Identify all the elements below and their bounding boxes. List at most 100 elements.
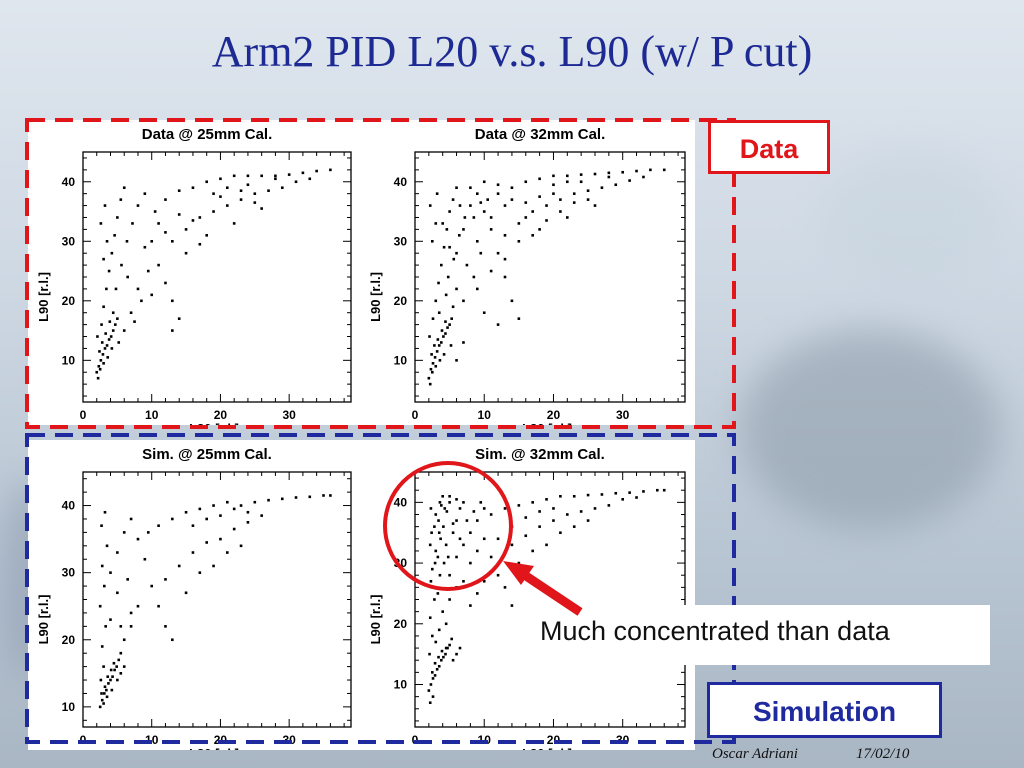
data-point (267, 189, 270, 192)
x-axis-label: L20 [r.l.] (189, 421, 239, 425)
data-point (150, 293, 154, 297)
x-tick-label: 0 (80, 733, 87, 747)
annotation-text: Much concentrated than data (540, 616, 890, 646)
data-point (476, 287, 479, 291)
data-point (662, 168, 666, 172)
data-point (476, 239, 479, 243)
data-point (219, 177, 222, 181)
x-tick-label: 10 (478, 408, 492, 422)
data-point (524, 534, 528, 538)
data-point (431, 677, 435, 680)
y-axis-label: L90 [r.l.] (368, 272, 383, 322)
data-point (103, 204, 107, 207)
background-shape (740, 330, 1000, 530)
data-point (436, 592, 440, 595)
data-point (476, 549, 479, 553)
chart-panel-sim-25mm: Sim. @ 25mm Cal. 0 10 20 30 10 20 30 40 L20 [r.l.… (28, 440, 365, 750)
scatter-chart-sim-32mm: Sim. @ 32mm Cal. 0 10 20 30 10 20 30 40 L20 [r.l.… (368, 446, 686, 750)
data-point (614, 183, 618, 187)
data-point (531, 501, 534, 504)
data-point (294, 496, 298, 499)
data-point (517, 317, 521, 320)
data-point (469, 204, 472, 207)
data-point (102, 702, 105, 705)
footer-author: Oscar Adriani (712, 746, 798, 762)
data-point (566, 174, 569, 178)
data-point (433, 356, 437, 359)
data-point (428, 543, 432, 547)
x-axis-label: L20 [r.l.] (522, 746, 572, 750)
data-point (429, 579, 433, 583)
data-point (517, 239, 521, 243)
data-point (482, 579, 486, 583)
data-point (219, 537, 222, 541)
data-point (98, 705, 102, 709)
data-point (600, 186, 604, 190)
data-point (433, 561, 437, 565)
data-point (442, 525, 445, 528)
data-point (99, 359, 103, 362)
data-point (226, 204, 229, 207)
data-point (129, 311, 133, 315)
plot-frame (82, 471, 352, 728)
data-point (100, 524, 103, 527)
data-point (109, 618, 112, 621)
data-point (628, 179, 631, 182)
data-point (226, 500, 229, 504)
data-point (462, 501, 465, 504)
data-point (444, 320, 447, 323)
data-point (177, 564, 181, 568)
data-point (126, 578, 129, 581)
data-point (496, 323, 500, 326)
data-point (431, 634, 434, 638)
data-point (438, 501, 442, 504)
data-point (462, 299, 465, 303)
data-point (545, 219, 548, 222)
data-point (107, 682, 110, 685)
x-axis-label: L20 [r.l.] (522, 421, 572, 425)
y-tick-label: 40 (62, 175, 76, 189)
data-point (140, 299, 143, 303)
y-tick-label: 30 (394, 234, 408, 248)
data-point (448, 494, 451, 498)
data-point (442, 353, 446, 356)
data-point (113, 323, 117, 326)
x-tick-label: 30 (282, 408, 296, 422)
data-point (524, 180, 528, 184)
data-point (455, 359, 458, 362)
data-point (105, 287, 108, 291)
data-point (559, 198, 562, 201)
data-point (434, 640, 438, 644)
data-point (642, 490, 645, 493)
data-point (479, 201, 483, 204)
data-point (114, 287, 118, 291)
data-point (109, 668, 113, 672)
data-point (106, 675, 110, 678)
data-point (105, 688, 108, 692)
y-tick-label: 20 (62, 633, 76, 647)
plot-frame (414, 471, 686, 728)
data-point (503, 234, 507, 237)
data-point (517, 504, 521, 507)
data-point (212, 504, 215, 507)
data-point (503, 275, 507, 279)
data-point (451, 198, 455, 201)
data-point (113, 668, 116, 672)
y-tick-label: 40 (394, 175, 408, 189)
data-point (482, 210, 486, 213)
data-point (116, 678, 119, 682)
data-point (133, 320, 136, 323)
data-point (184, 591, 188, 595)
data-point (212, 192, 215, 195)
data-point (451, 522, 455, 525)
data-point (435, 192, 439, 195)
data-point (469, 531, 472, 535)
data-point (430, 531, 433, 535)
data-point (131, 222, 134, 225)
y-tick-label: 20 (394, 617, 408, 631)
x-tick-label: 0 (80, 408, 87, 422)
data-point (143, 245, 147, 249)
data-point (517, 222, 521, 225)
y-tick-label: 40 (62, 499, 76, 513)
data-point (106, 356, 110, 359)
